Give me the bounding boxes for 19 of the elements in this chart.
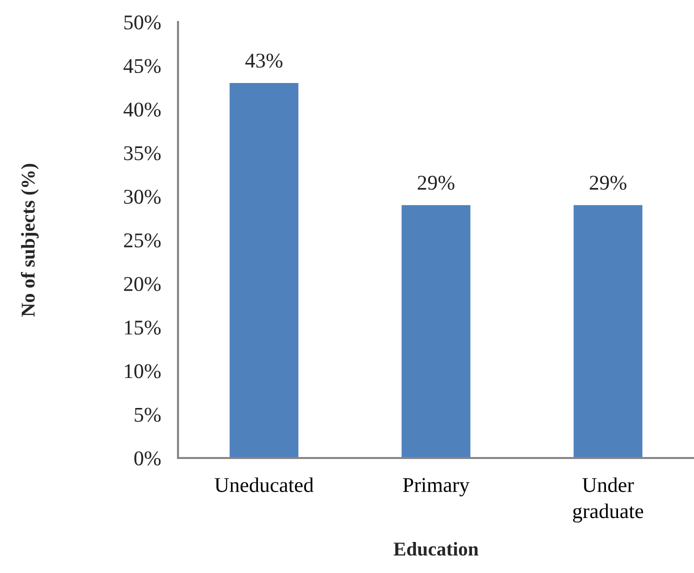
y-tick-label: 0%: [134, 451, 161, 466]
y-tick-label: 25%: [124, 233, 161, 248]
data-label: 43%: [245, 54, 282, 68]
y-tick-label: 10%: [124, 364, 161, 378]
data-label: 29%: [590, 176, 626, 190]
y-tick-label: 30%: [124, 190, 161, 204]
y-tick-label: 15%: [124, 320, 161, 335]
y-tick-label: 20%: [124, 276, 161, 292]
y-tick-label: 50%: [124, 15, 161, 30]
x-tick-label: Under graduate: [573, 477, 644, 523]
y-tick-label: 40%: [124, 102, 161, 117]
x-axis-title: Education: [394, 542, 478, 556]
x-tick-label: Uneducated: [214, 477, 314, 492]
data-label: 29%: [418, 176, 454, 190]
y-tick-label: 35%: [124, 146, 161, 160]
x-tick-label: Primary: [403, 478, 470, 496]
y-tick-label: 5%: [134, 408, 161, 422]
y-tick-label: 45%: [124, 58, 161, 74]
y-axis-title: No of subjects (%): [20, 164, 39, 317]
